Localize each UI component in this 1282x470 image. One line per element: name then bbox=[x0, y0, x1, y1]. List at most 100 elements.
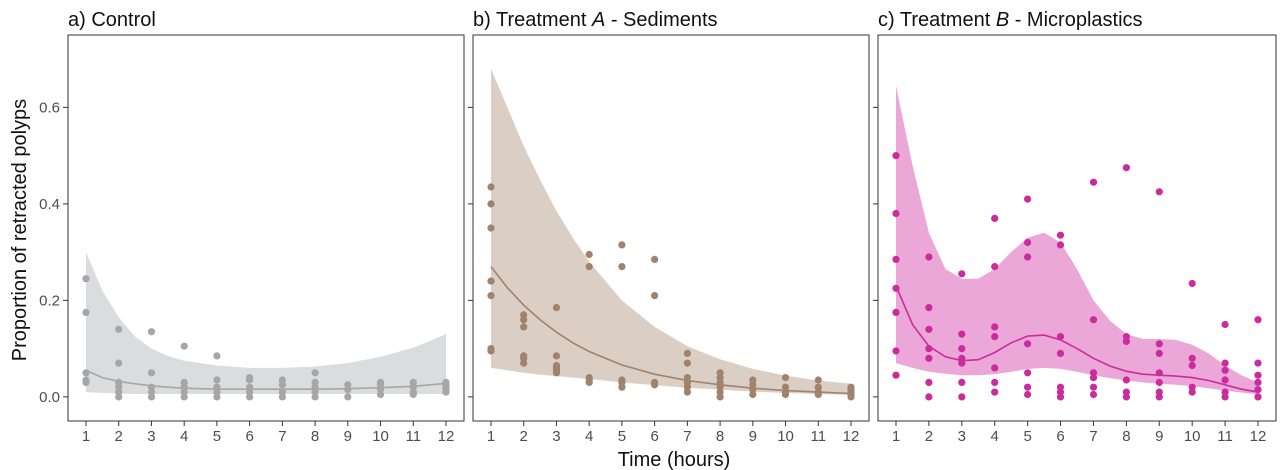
x-tick-label: 5 bbox=[618, 428, 626, 445]
data-point bbox=[781, 390, 790, 399]
data-point bbox=[487, 183, 495, 191]
data-point bbox=[925, 345, 933, 353]
data-point bbox=[1188, 361, 1196, 370]
data-point bbox=[1155, 188, 1163, 196]
data-point bbox=[683, 359, 692, 367]
y-tick-label: 0.0 bbox=[39, 389, 60, 406]
data-point bbox=[1056, 333, 1065, 341]
data-point bbox=[991, 378, 999, 386]
panel-frame bbox=[877, 34, 1277, 422]
x-tick-label: 2 bbox=[925, 428, 933, 445]
data-point bbox=[246, 376, 254, 384]
data-point bbox=[585, 378, 593, 386]
data-point bbox=[1155, 340, 1163, 348]
data-point bbox=[892, 209, 900, 218]
data-point bbox=[847, 393, 855, 401]
data-point bbox=[552, 352, 561, 360]
x-tick-label: 8 bbox=[716, 428, 724, 445]
x-tick-label: 1 bbox=[487, 428, 495, 445]
data-point bbox=[213, 376, 221, 384]
data-point bbox=[82, 275, 90, 283]
data-point bbox=[1155, 378, 1163, 386]
data-point bbox=[1254, 359, 1262, 367]
data-point bbox=[1122, 164, 1130, 172]
data-point bbox=[1056, 231, 1065, 239]
data-point bbox=[892, 255, 900, 263]
data-point bbox=[1155, 393, 1163, 401]
data-point bbox=[618, 263, 626, 271]
data-point bbox=[246, 393, 254, 401]
x-tick-label: 9 bbox=[344, 428, 352, 445]
data-point bbox=[115, 359, 123, 367]
data-point bbox=[82, 369, 90, 377]
data-point bbox=[1254, 386, 1262, 394]
data-point bbox=[958, 345, 966, 353]
x-tick-label: 10 bbox=[1184, 428, 1201, 445]
x-tick-label: 5 bbox=[1023, 428, 1031, 445]
y-axis-title: Proportion of retracted polyps bbox=[9, 99, 31, 361]
x-tick-label: 9 bbox=[1155, 428, 1163, 445]
fitted-line bbox=[895, 285, 1259, 393]
x-tick-label: 10 bbox=[372, 428, 389, 445]
data-point bbox=[1188, 354, 1196, 362]
x-tick-label: 11 bbox=[405, 428, 421, 445]
panel-title-prefix: a) Control bbox=[68, 9, 156, 31]
x-axis-title: Time (hours) bbox=[618, 449, 731, 470]
data-point bbox=[892, 347, 900, 355]
x-tick-label: 3 bbox=[958, 428, 966, 445]
data-point bbox=[618, 383, 626, 391]
x-tick-label: 8 bbox=[311, 428, 319, 445]
data-point bbox=[585, 263, 593, 271]
data-point bbox=[520, 316, 528, 324]
panel-2: 1 2 3 4 5 6 7 8 9 10 11 12b) Treatment A - Sediment… bbox=[468, 9, 870, 445]
x-tick-label: 2 bbox=[520, 428, 528, 445]
data-point bbox=[1024, 195, 1032, 203]
y-tick-label: 0.6 bbox=[39, 99, 60, 116]
confidence-band bbox=[896, 85, 1258, 395]
panel-title: c) Treatment B - Microplastics bbox=[878, 9, 1143, 31]
panel-1: 1 2 3 4 5 6 7 8 9 10 11 120.00.20.40.6a) Control bbox=[39, 9, 465, 445]
data-point bbox=[814, 376, 822, 384]
data-point bbox=[180, 393, 188, 401]
data-point bbox=[147, 328, 156, 336]
data-point bbox=[552, 369, 561, 377]
panel-title-prefix: c) Treatment bbox=[878, 9, 996, 31]
data-point bbox=[1089, 383, 1098, 391]
data-point bbox=[991, 388, 999, 396]
data-point bbox=[892, 284, 900, 292]
data-point bbox=[115, 325, 123, 333]
x-tick-label: 10 bbox=[777, 428, 794, 445]
data-point bbox=[344, 386, 352, 394]
data-point bbox=[311, 393, 319, 401]
y-tick-label: 0.2 bbox=[39, 292, 60, 309]
x-tick-label: 3 bbox=[552, 428, 560, 445]
data-point bbox=[311, 369, 319, 377]
data-point bbox=[487, 277, 495, 285]
data-point bbox=[925, 304, 933, 312]
panel-title-emphasis: B bbox=[996, 9, 1009, 31]
panel-title: b) Treatment A - Sediments bbox=[473, 9, 718, 31]
data-point bbox=[1221, 320, 1229, 329]
data-point bbox=[82, 308, 90, 316]
data-point bbox=[1221, 376, 1229, 384]
x-tick-label: 1 bbox=[82, 428, 90, 445]
data-point bbox=[1024, 383, 1032, 391]
data-point bbox=[180, 342, 188, 350]
x-tick-label: 7 bbox=[1089, 428, 1097, 445]
data-point bbox=[1024, 390, 1032, 399]
panel-3: 1 2 3 4 5 6 7 8 9 10 11 12c) Treatment B - Micropla… bbox=[873, 9, 1277, 445]
x-tick-label: 3 bbox=[147, 428, 155, 445]
panel-title-prefix: b) Treatment bbox=[473, 9, 592, 31]
data-point bbox=[1254, 393, 1262, 401]
data-point bbox=[376, 390, 385, 399]
data-point bbox=[487, 200, 495, 208]
data-point bbox=[1254, 316, 1262, 324]
data-point bbox=[1024, 369, 1032, 377]
data-point bbox=[1089, 178, 1098, 186]
data-point bbox=[1221, 393, 1229, 401]
data-point bbox=[958, 393, 966, 401]
y-tick-label: 0.4 bbox=[39, 196, 60, 213]
data-point bbox=[1155, 349, 1163, 357]
data-point bbox=[344, 393, 352, 401]
